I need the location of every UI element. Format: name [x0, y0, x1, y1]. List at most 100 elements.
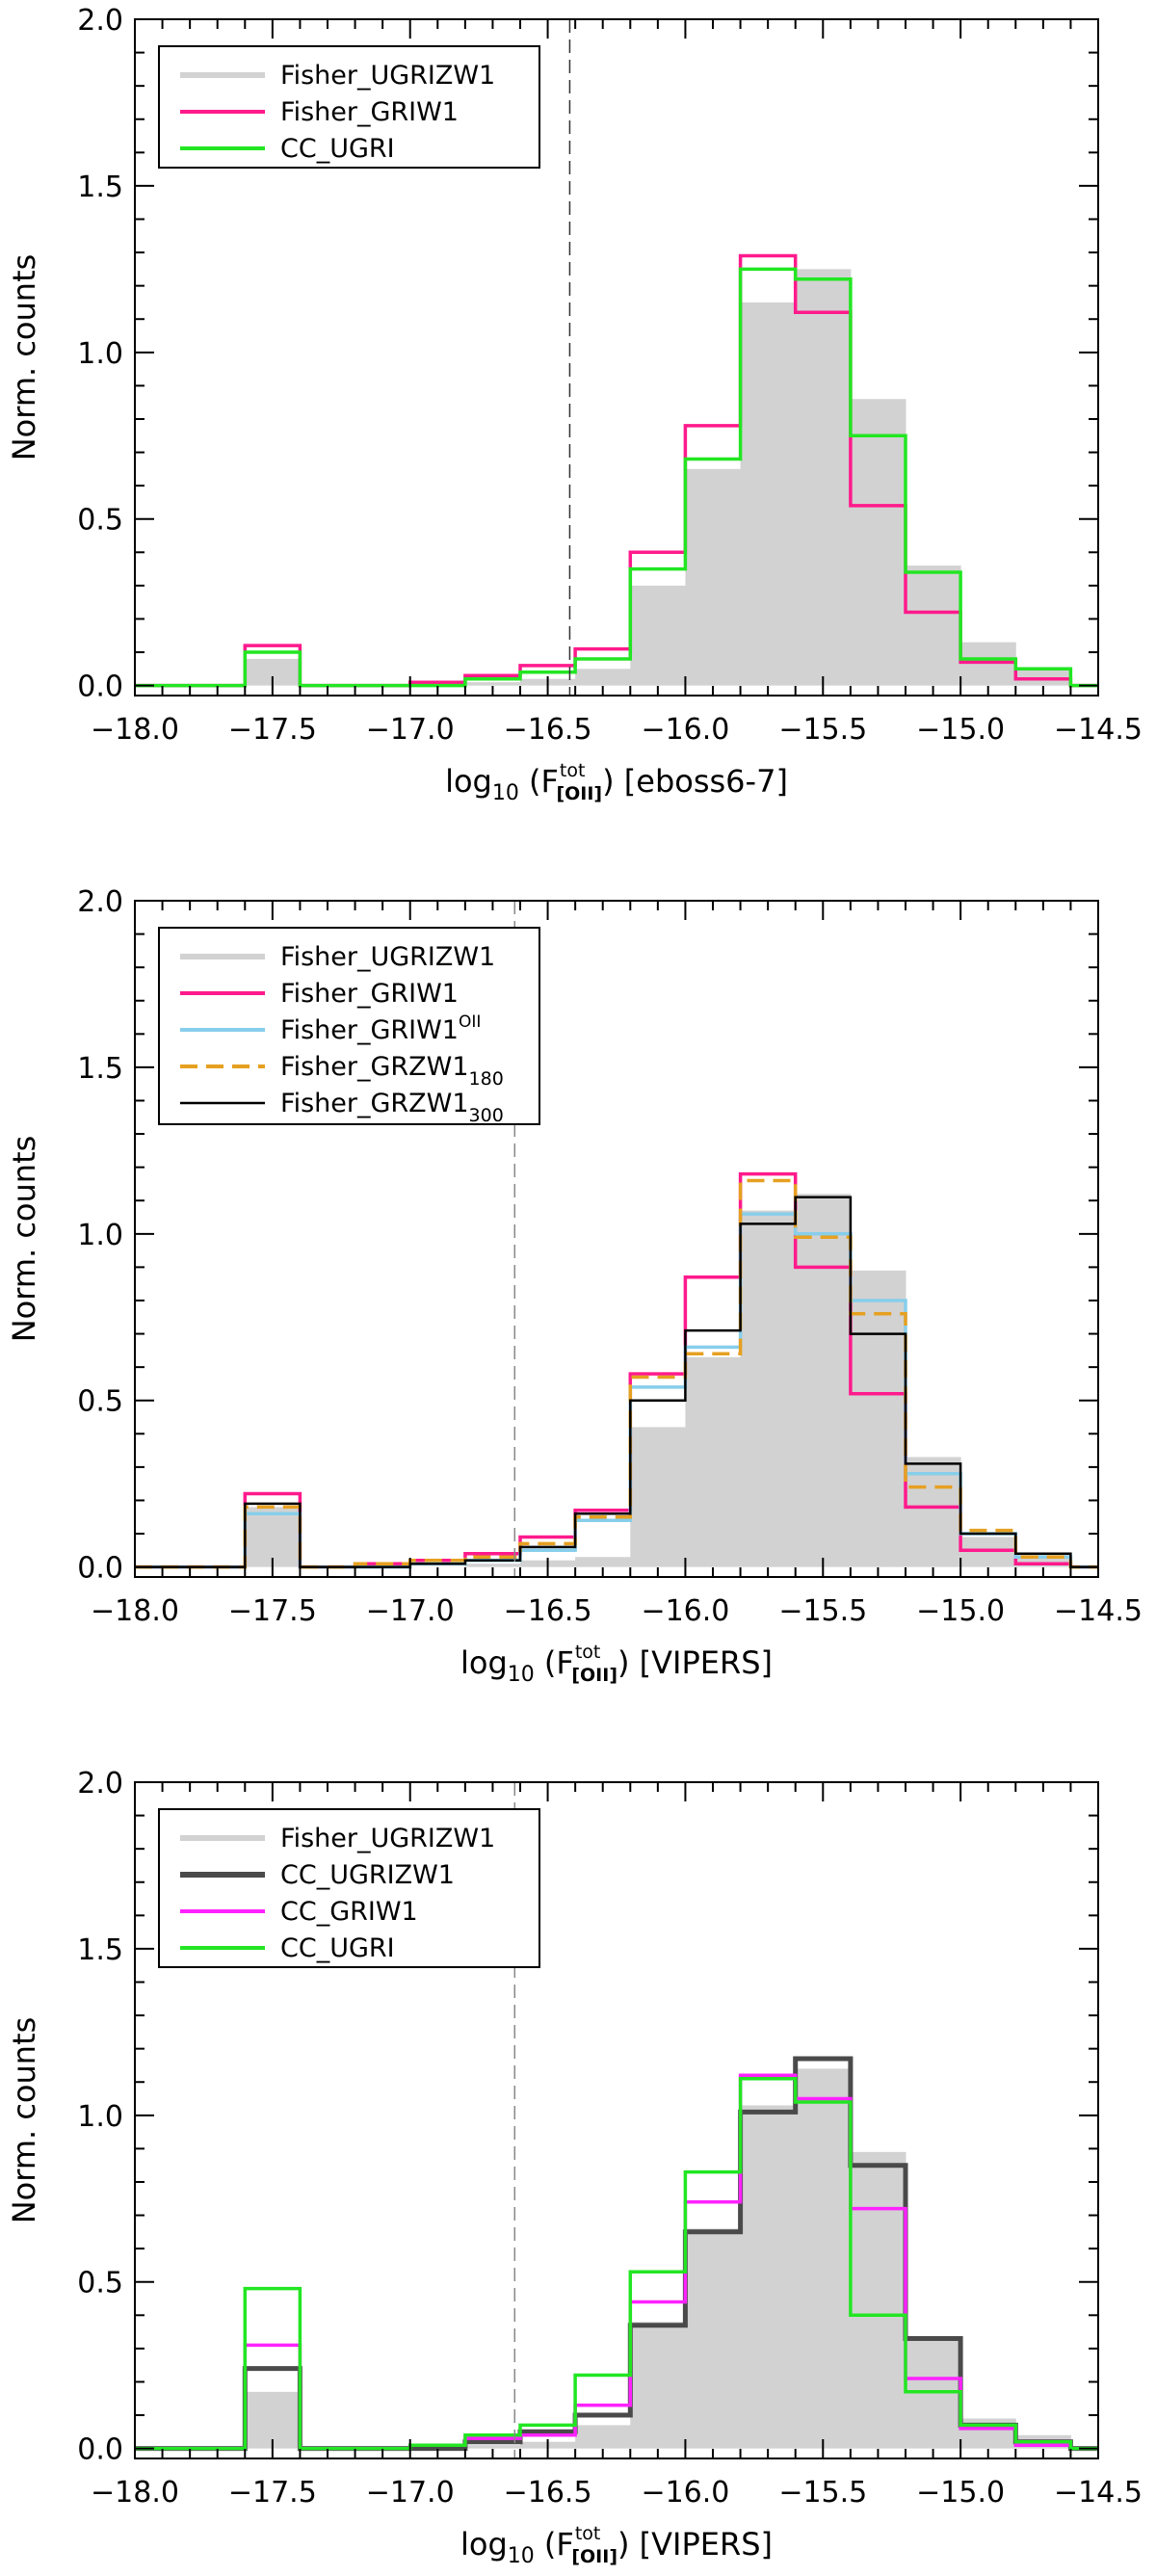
y-tick-label: 0.0 — [77, 670, 123, 704]
legend-label: CC_GRIW1 — [280, 1897, 418, 1927]
y-tick-label: 0.5 — [77, 2267, 123, 2300]
histogram-bar — [850, 1270, 906, 1567]
histogram-bar — [575, 1557, 631, 1567]
y-tick-label: 1.0 — [77, 2100, 123, 2134]
x-tick-label: −18.0 — [91, 1594, 179, 1628]
legend: Fisher_UGRIZW1 CC_UGRIZW1 CC_GRIW1 CC_UGRI — [158, 1808, 540, 1968]
histogram-bar — [795, 269, 852, 686]
y-tick-label: 2.0 — [77, 1767, 123, 1801]
x-axis-title: log10 (Ftot [OII]) [VIPERS] — [460, 2523, 773, 2568]
histogram-bar — [850, 399, 906, 686]
step-line — [135, 267, 1098, 688]
x-tick-label: −15.5 — [778, 713, 867, 747]
histogram-bar — [740, 2105, 797, 2449]
histogram-bar — [795, 2068, 852, 2449]
plot-frame — [134, 1781, 1099, 2459]
x-tick-label: −17.0 — [366, 713, 455, 747]
x-tick-label: −16.5 — [504, 1594, 592, 1628]
step-line — [135, 2077, 1098, 2451]
y-axis-title: Norm. counts — [6, 1136, 42, 1343]
x-tick-label: −16.0 — [641, 1594, 729, 1628]
histogram-bar — [464, 2445, 521, 2449]
histogram-bar — [685, 468, 742, 686]
x-tick-label: −16.5 — [504, 2476, 592, 2510]
histogram-bar — [630, 585, 686, 686]
legend-label: Fisher_UGRIZW1 — [280, 1824, 495, 1853]
y-axis-title: Norm. counts — [6, 2017, 42, 2224]
y-tick-label: 2.0 — [77, 885, 123, 919]
histogram-bar — [464, 682, 521, 686]
histogram-bar — [245, 1507, 301, 1567]
series-CC_UGRI — [135, 267, 1098, 688]
x-tick-label: −17.5 — [228, 713, 317, 747]
y-tick-label: 0.0 — [77, 2433, 123, 2467]
legend-label: Fisher_GRZW1180 — [280, 1052, 504, 1090]
y-tick-label: 0.5 — [77, 504, 123, 538]
y-tick-label: 1.0 — [77, 337, 123, 371]
legend-label: Fisher_UGRIZW1 — [280, 942, 495, 972]
histogram-bar — [960, 1537, 1016, 1567]
histogram-bar — [575, 2425, 631, 2449]
legend-label: Fisher_GRIW1 — [280, 97, 459, 127]
panel-top: −18.0 −17.5 −17.0 −16.5 −16.0 −15.5 −15.0 −14.5… — [6, 4, 1143, 805]
series-Fisher_GRZW1_300 — [135, 1196, 1098, 1568]
x-axis-title: log10 (Ftot [OII]) [VIPERS] — [460, 1642, 773, 1687]
y-tick-label: 2.0 — [77, 4, 123, 38]
legend-label: CC_UGRIZW1 — [280, 1860, 455, 1890]
plot-frame — [134, 18, 1099, 697]
histogram-bar — [630, 1427, 686, 1567]
x-tick-label: −16.5 — [504, 713, 592, 747]
legend-label: Fisher_UGRIZW1 — [280, 61, 495, 91]
x-axis-title: log10 (Ftot [OII]) [eboss6-7] — [445, 760, 788, 805]
legend-label: Fisher_GRZW1300 — [280, 1089, 504, 1126]
x-tick-label: −15.0 — [916, 713, 1005, 747]
histogram-bar — [795, 1194, 852, 1567]
legend-label: CC_UGRI — [280, 1933, 395, 1963]
legend-box — [158, 927, 540, 1125]
histogram-bar — [575, 669, 631, 686]
x-tick-label: −15.0 — [916, 2476, 1005, 2510]
plot-area — [135, 253, 1098, 688]
histogram-bar — [906, 2338, 961, 2449]
histogram-bar — [850, 2151, 906, 2449]
x-tick-label: −18.0 — [91, 2476, 179, 2510]
histogram-bar — [740, 302, 797, 686]
y-tick-label: 1.5 — [77, 171, 123, 204]
legend: Fisher_UGRIZW1 Fisher_GRIW1Fisher_GRIW1OI… — [158, 927, 540, 1126]
legend-label: Fisher_GRIW1 — [280, 979, 459, 1009]
histogram-bar — [630, 2322, 686, 2449]
legend-label: CC_UGRI — [280, 134, 395, 164]
histogram-bar — [906, 565, 961, 686]
panel-middle: −18.0 −17.5 −17.0 −16.5 −16.0 −15.5 −15.0 −14.5… — [6, 885, 1143, 1687]
series-CC_UGRI — [135, 2077, 1098, 2451]
step-line — [135, 1196, 1098, 1568]
x-tick-label: −14.5 — [1054, 2476, 1143, 2510]
histogram-bar — [740, 1210, 797, 1567]
plot-frame — [134, 900, 1099, 1578]
x-tick-label: −16.0 — [641, 2476, 729, 2510]
x-tick-label: −16.0 — [641, 713, 729, 747]
y-tick-label: 0.5 — [77, 1385, 123, 1419]
legend-label: Fisher_GRIW1OII — [280, 1012, 481, 1045]
series-Fisher_UGRIZW1 — [245, 269, 1071, 686]
plot-area — [135, 1171, 1098, 1569]
histogram-bar — [685, 1356, 742, 1567]
x-tick-label: −17.0 — [366, 1594, 455, 1628]
y-tick-label: 1.5 — [77, 1052, 123, 1086]
x-tick-label: −15.0 — [916, 1594, 1005, 1628]
x-tick-label: −15.5 — [778, 1594, 867, 1628]
x-tick-label: −17.5 — [228, 1594, 317, 1628]
y-axis-title: Norm. counts — [6, 254, 42, 461]
x-tick-label: −14.5 — [1054, 1594, 1143, 1628]
y-tick-label: 1.0 — [77, 1219, 123, 1252]
x-tick-label: −15.5 — [778, 2476, 867, 2510]
histogram-bar — [685, 2228, 742, 2449]
x-tick-label: −17.0 — [366, 2476, 455, 2510]
y-tick-label: 1.5 — [77, 1933, 123, 1967]
y-tick-label: 0.0 — [77, 1552, 123, 1586]
x-tick-label: −17.5 — [228, 2476, 317, 2510]
panel-bottom: −18.0 −17.5 −17.0 −16.5 −16.0 −15.5 −15.0 −14.5… — [6, 1767, 1143, 2568]
histogram-bar — [245, 2391, 301, 2449]
x-tick-label: −18.0 — [91, 713, 179, 747]
